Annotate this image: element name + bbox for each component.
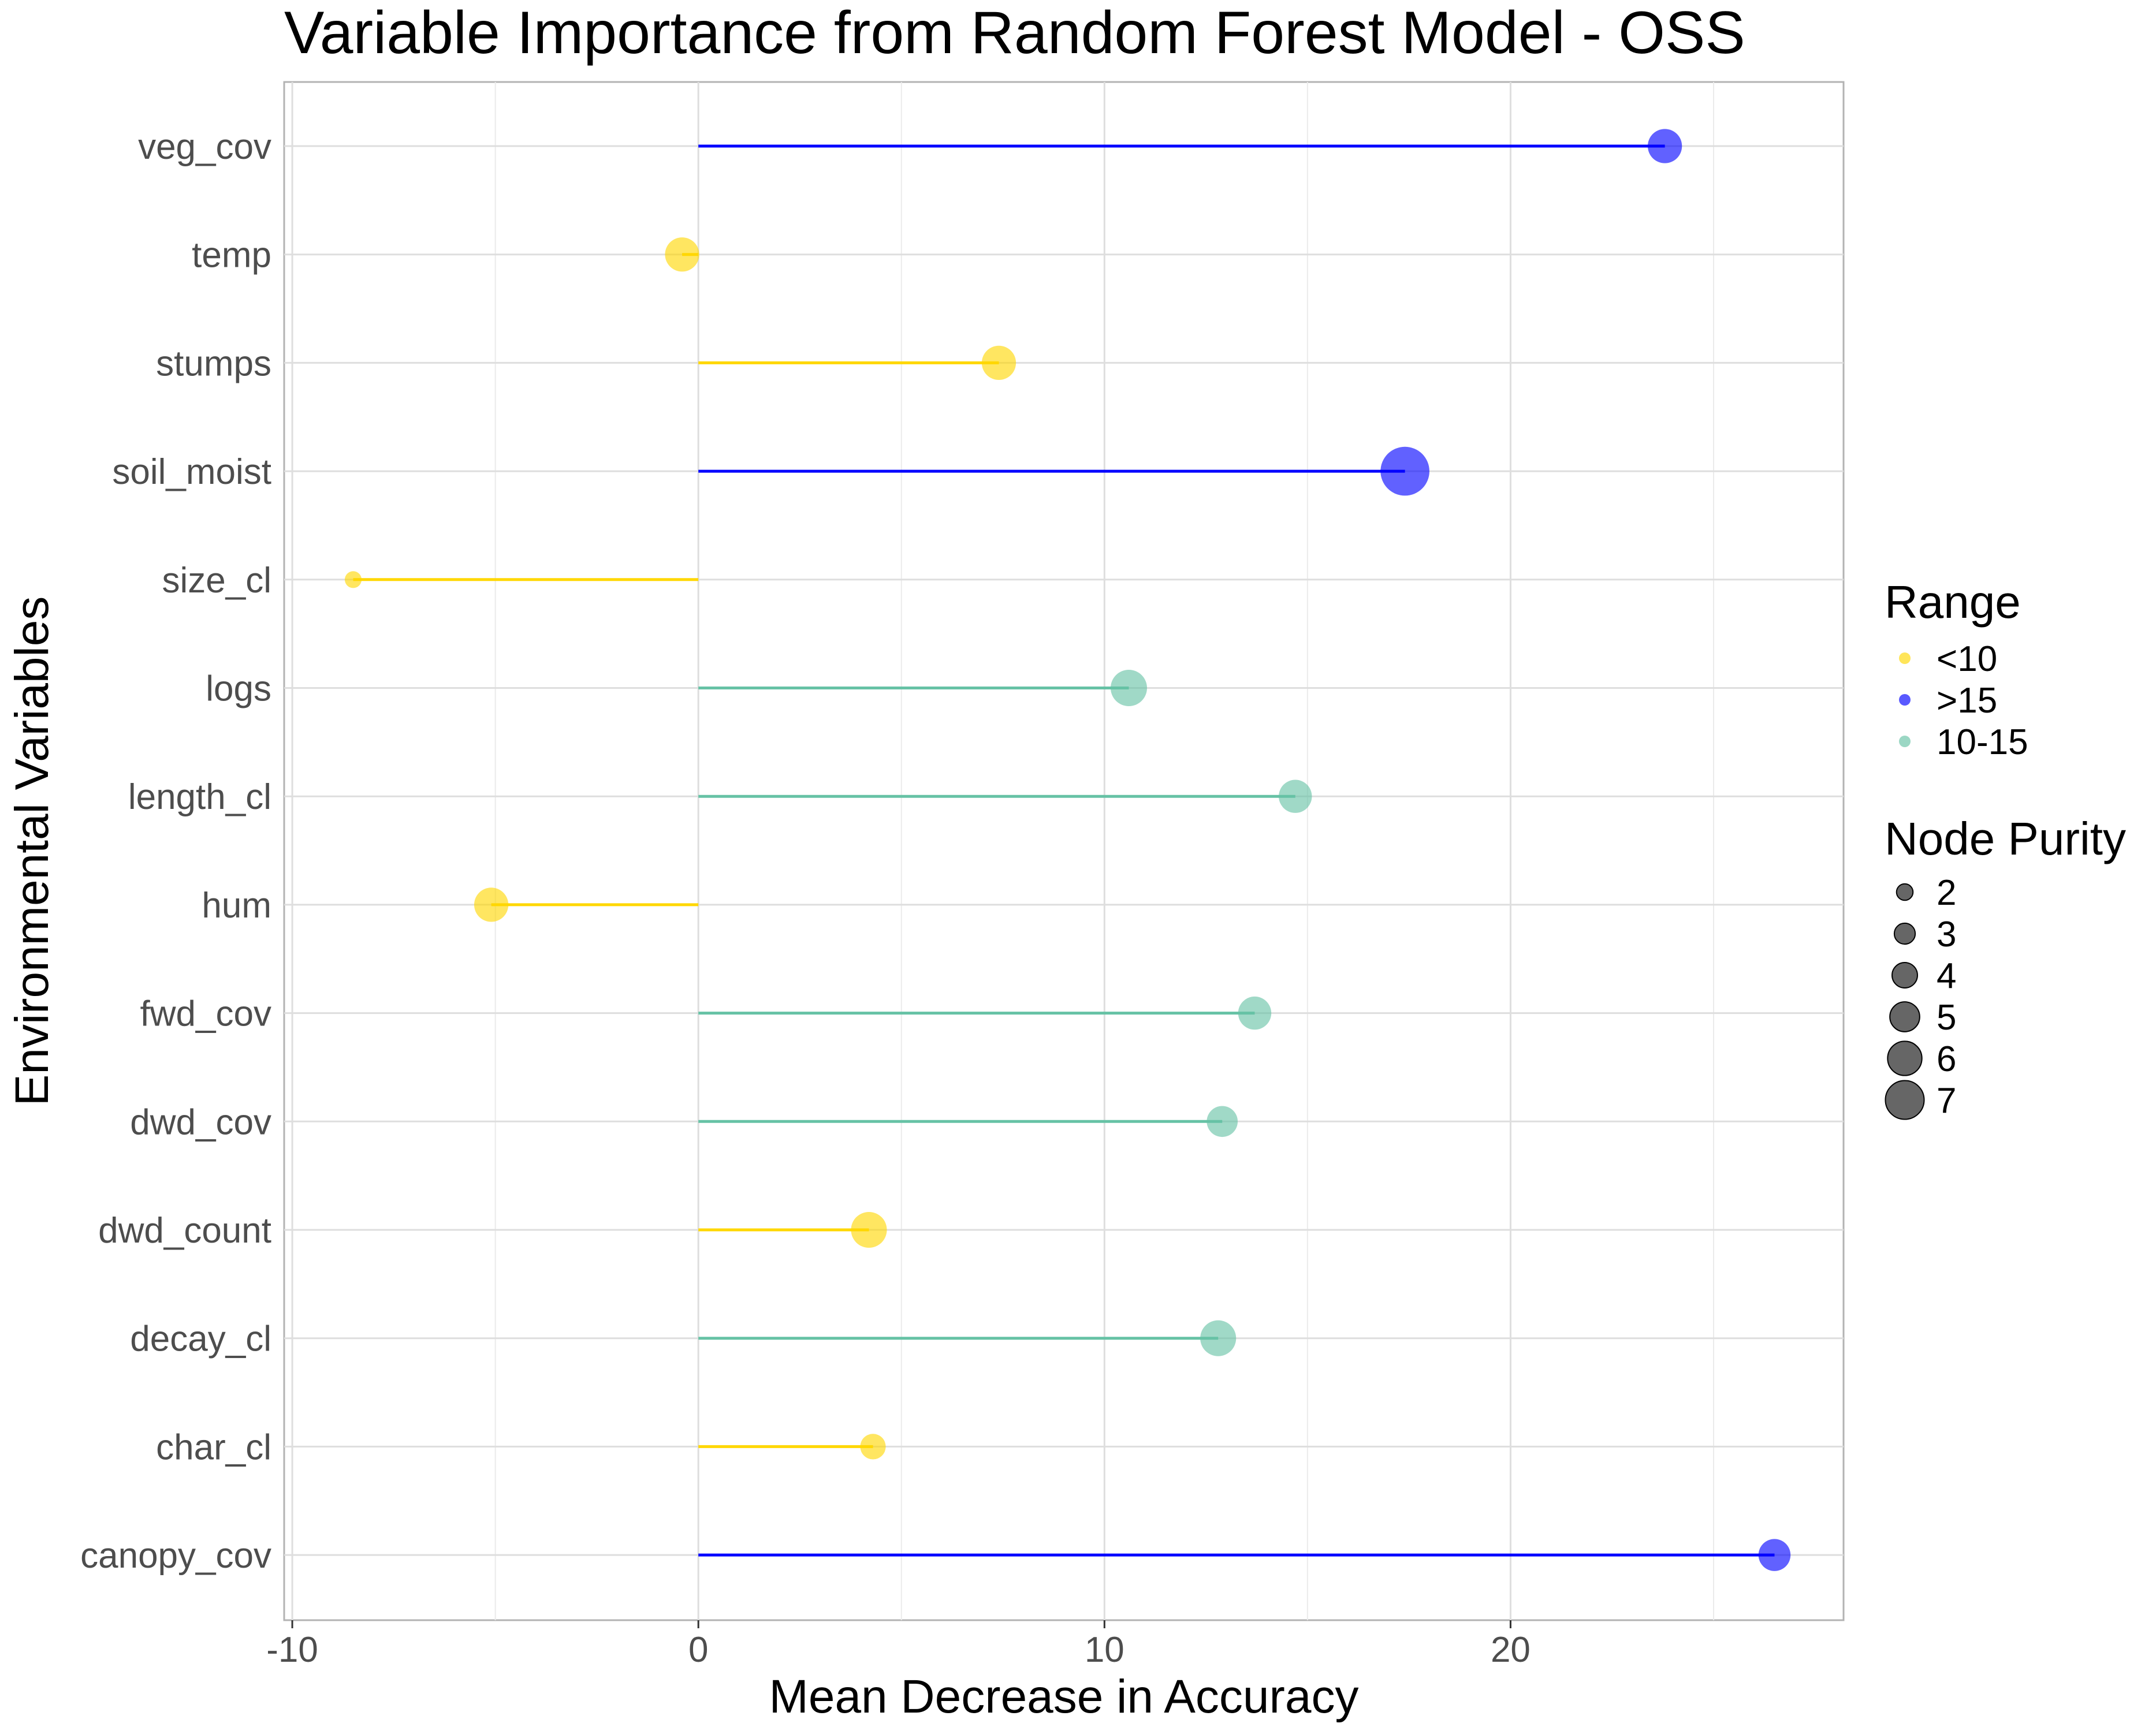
y-tick-label: hum <box>202 886 271 926</box>
y-tick-label: logs <box>206 669 271 709</box>
points <box>344 129 1791 1571</box>
y-tick-label: canopy_cov <box>80 1536 271 1576</box>
y-axis-title: Environmental Variables <box>6 596 58 1106</box>
legend-range-label: 10-15 <box>1937 722 2028 762</box>
y-tick-label: size_cl <box>162 561 271 600</box>
y-tick-label: fwd_cov <box>140 994 271 1034</box>
x-tick-label: -10 <box>266 1630 318 1670</box>
y-tick-label: temp <box>192 236 271 275</box>
legend-range-key <box>1899 694 1911 706</box>
legend-size-label: 6 <box>1937 1039 1956 1079</box>
point-temp <box>665 237 699 272</box>
legend-range-title: Range <box>1885 576 2021 628</box>
legend-size-key <box>1891 962 1918 989</box>
legend-size-label: 7 <box>1937 1081 1956 1121</box>
y-tick-label: veg_cov <box>138 127 271 167</box>
y-tick-label: dwd_count <box>98 1211 271 1251</box>
point-fwd_cov <box>1238 996 1272 1030</box>
point-length_cl <box>1279 779 1312 813</box>
point-hum <box>474 887 509 922</box>
point-veg_cov <box>1648 129 1682 163</box>
legend-size-key <box>1893 922 1916 945</box>
legend-size-key <box>1885 1080 1925 1120</box>
point-decay_cl <box>1200 1320 1237 1356</box>
y-tick-label: soil_moist <box>112 452 271 492</box>
legend-size-label: 3 <box>1937 915 1956 954</box>
point-dwd_cov <box>1207 1106 1238 1137</box>
y-tick-label: char_cl <box>156 1427 271 1467</box>
stems <box>353 144 1775 1557</box>
legend-size-label: 4 <box>1937 956 1956 996</box>
y-tick-label: dwd_cov <box>130 1102 271 1142</box>
point-logs <box>1111 670 1147 706</box>
plot-panel <box>283 81 1845 1621</box>
legend-size-key <box>1896 883 1914 901</box>
chart-title: Variable Importance from Random Forest M… <box>284 0 1745 66</box>
x-tick-labels: -10 0 10 20 <box>266 1620 1531 1670</box>
x-axis-title: Mean Decrease in Accuracy <box>769 1670 1359 1723</box>
legend-range-label: >15 <box>1937 681 1997 721</box>
y-tick-label: length_cl <box>128 777 271 817</box>
legend-size-title: Node Purity <box>1885 813 2126 864</box>
legend-range-key <box>1899 652 1911 664</box>
legend-range-key <box>1899 736 1911 747</box>
x-tick-label: 20 <box>1491 1630 1531 1670</box>
legend-size-key <box>1887 1040 1923 1076</box>
legend-size-label: 5 <box>1937 998 1956 1038</box>
point-canopy_cov <box>1758 1539 1791 1571</box>
point-stumps <box>981 345 1016 381</box>
point-char_cl <box>860 1434 886 1460</box>
x-tick-label: 0 <box>688 1630 708 1670</box>
point-dwd_count <box>851 1211 887 1248</box>
x-tick-label: 10 <box>1085 1630 1124 1670</box>
point-size_cl <box>344 571 362 588</box>
y-tick-label: decay_cl <box>130 1319 271 1359</box>
plot-border <box>283 81 1845 1621</box>
legend-size-key <box>1889 1001 1920 1032</box>
point-soil_moist <box>1380 446 1429 496</box>
legend-size-label: 2 <box>1937 873 1956 913</box>
y-tick-label: stumps <box>156 344 271 383</box>
legend-range-label: <10 <box>1937 639 1997 679</box>
